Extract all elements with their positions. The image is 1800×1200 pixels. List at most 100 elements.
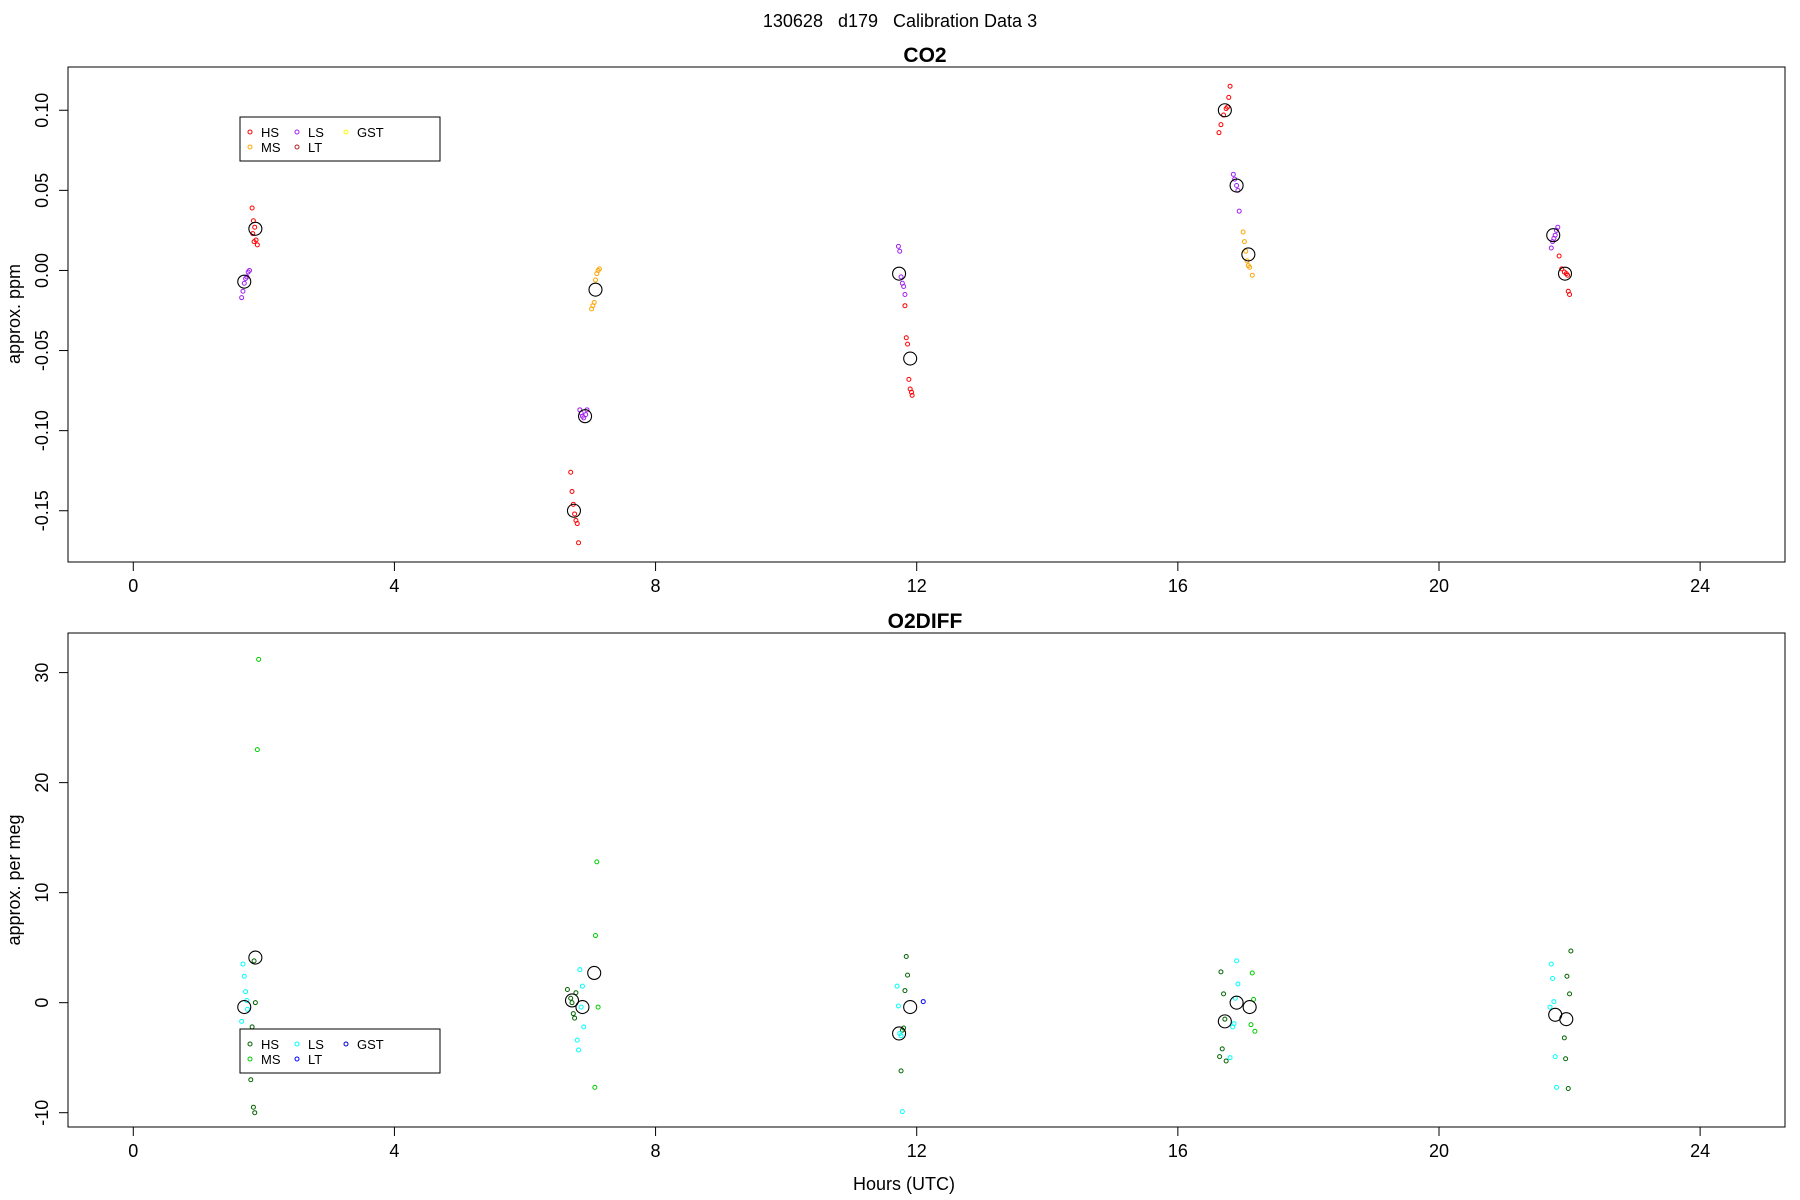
- co2-point-hs: [252, 224, 258, 230]
- o2diff-point-hs: [249, 1024, 255, 1030]
- co2-point-hs: [1216, 130, 1222, 136]
- o2diff-point-ms: [1252, 1028, 1258, 1034]
- o2diff-point-hs: [252, 1110, 258, 1116]
- co2-point-ls: [1552, 232, 1558, 238]
- co2-point-hs: [576, 540, 582, 546]
- o2diff-legend-box: [239, 1028, 441, 1074]
- o2diff-point-ms: [592, 1084, 598, 1090]
- co2-point-hs: [906, 376, 912, 382]
- o2diff-x-tick-label: 4: [389, 1141, 399, 1161]
- co2-point-ls: [1555, 224, 1561, 230]
- co2-point-ls: [240, 288, 246, 294]
- co2-legend-marker-lt: [294, 144, 300, 150]
- o2diff-mean-point: [903, 1000, 918, 1015]
- co2-point-ls: [246, 267, 252, 273]
- co2-point-hs: [905, 341, 911, 347]
- co2-mean-point: [1217, 103, 1232, 118]
- co2-point-ls: [897, 248, 903, 254]
- co2-point-ls: [239, 295, 245, 301]
- o2diff-legend-marker-ms: [247, 1056, 253, 1062]
- co2-legend-marker-gst: [343, 129, 349, 135]
- o2diff-chart-title: O2DIFF: [888, 610, 963, 633]
- o2diff-point-lt: [920, 999, 926, 1005]
- o2diff-point-ms: [256, 656, 262, 662]
- o2diff-point-hs: [570, 1011, 576, 1017]
- o2diff-point-hs: [905, 972, 911, 978]
- o2diff-x-tick-label: 0: [128, 1141, 138, 1161]
- o2diff-point-ls: [245, 1006, 251, 1012]
- co2-point-hs: [1565, 272, 1571, 278]
- o2diff-mean-point: [575, 1000, 590, 1015]
- o2diff-point-hs: [1568, 948, 1574, 954]
- o2diff-point-ls: [895, 1003, 901, 1009]
- co2-legend-label-ms: MS: [261, 140, 281, 155]
- x-axis-label: Hours (UTC): [853, 1174, 955, 1194]
- o2diff-point-ls: [579, 983, 585, 989]
- co2-legend-label-lt: LT: [308, 140, 322, 155]
- o2diff-point-ls: [1550, 975, 1556, 981]
- o2diff-mean-point: [1242, 1000, 1257, 1015]
- o2diff-point-hs: [569, 1000, 575, 1006]
- co2-legend-box: [239, 116, 441, 162]
- co2-mean-point: [903, 351, 918, 366]
- o2diff-point-ls: [1235, 981, 1241, 987]
- o2diff-point-ms: [254, 747, 260, 753]
- o2diff-mean-point: [587, 965, 602, 981]
- o2diff-mean-point: [1217, 1014, 1232, 1029]
- co2-mean-point: [1229, 178, 1244, 193]
- co2-y-tick-label: -0.05: [32, 330, 52, 371]
- o2diff-legend-marker-ls: [294, 1041, 300, 1047]
- co2-point-hs: [1224, 104, 1230, 110]
- co2-point-ls: [1236, 208, 1242, 214]
- o2diff-x-tick-label: 12: [907, 1141, 927, 1161]
- o2diff-point-ms: [593, 933, 599, 939]
- o2diff-legend-label-ls: LS: [308, 1037, 324, 1052]
- o2diff-point-hs: [251, 958, 257, 964]
- co2-point-hs: [909, 392, 915, 398]
- co2-panel: CO2 approx. ppm 0 4 8 12 16 20 24 -0.15 -0.10 -0.…: [4, 44, 1786, 596]
- co2-point-ls: [902, 291, 908, 297]
- o2diff-point-hs: [1561, 1035, 1567, 1041]
- co2-point-ls: [583, 412, 589, 418]
- o2diff-y-tick-label: 20: [32, 773, 52, 793]
- o2diff-point-ms: [1248, 1022, 1254, 1028]
- o2diff-point-ls: [894, 983, 900, 989]
- o2diff-legend-label-hs: HS: [261, 1037, 279, 1052]
- o2diff-point-ls: [240, 961, 246, 967]
- co2-point-ls: [901, 283, 907, 289]
- o2diff-point-ls: [1230, 1024, 1236, 1030]
- co2-point-hs: [902, 303, 908, 309]
- o2diff-y-tick-label: 0: [32, 998, 52, 1008]
- o2diff-point-ls: [1548, 961, 1554, 967]
- co2-mean-point: [1557, 266, 1573, 281]
- co2-mean-point: [566, 503, 582, 518]
- co2-y-tick-label: 0.05: [32, 173, 52, 208]
- o2diff-point-hs: [1222, 1016, 1228, 1022]
- o2diff-point-hs: [248, 1077, 254, 1083]
- co2-point-ls: [1230, 171, 1236, 177]
- co2-x-tick-label: 0: [128, 576, 138, 596]
- o2diff-point-ls: [581, 1024, 587, 1030]
- o2diff-x-tick-label: 16: [1168, 1141, 1188, 1161]
- o2diff-mean-point: [1229, 995, 1244, 1010]
- o2diff-legend-marker-gst: [343, 1041, 349, 1047]
- co2-y-axis-label: approx. ppm: [4, 264, 24, 364]
- co2-legend-marker-ls: [294, 129, 300, 135]
- co2-x-tick-label: 4: [389, 576, 399, 596]
- co2-point-ms: [1240, 229, 1246, 235]
- o2diff-mean-point: [564, 993, 580, 1008]
- o2diff-point-ms: [1249, 970, 1255, 976]
- o2diff-point-hs: [1217, 1054, 1223, 1060]
- co2-x-tick-label: 8: [651, 576, 661, 596]
- o2diff-x-tick-label: 24: [1690, 1141, 1710, 1161]
- co2-point-hs: [251, 239, 257, 245]
- o2diff-point-hs: [1223, 1058, 1229, 1064]
- co2-mean-point: [237, 274, 252, 289]
- o2diff-y-axis-label: approx. per meg: [4, 814, 24, 945]
- o2diff-point-hs: [250, 1104, 256, 1110]
- o2diff-point-hs: [1565, 1085, 1571, 1091]
- co2-point-hs: [1226, 94, 1232, 100]
